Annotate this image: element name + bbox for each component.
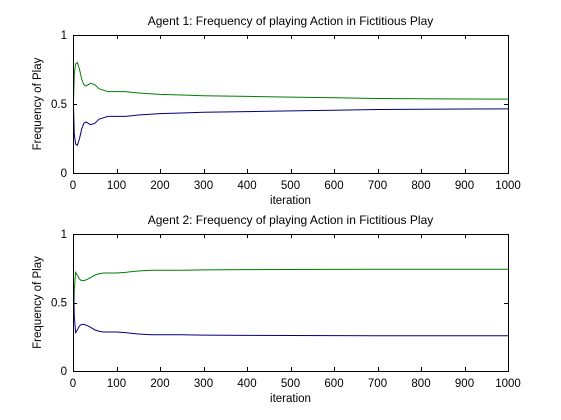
x-tick-label: 700: [368, 378, 387, 390]
x-tick-label: 100: [107, 378, 126, 390]
series-line-2: [72, 103, 509, 147]
x-tick-label: 1000: [495, 180, 521, 192]
plot-area: [73, 35, 508, 173]
x-tick-label: 400: [237, 180, 256, 192]
chart-2: 0 100 200 300 400 500 600 700 800 900 1000 0 0.5 1 Age…: [32, 213, 521, 405]
x-axis-label: iteration: [270, 393, 311, 405]
x-tick-label: 600: [324, 378, 343, 390]
x-tick-label: 300: [194, 378, 213, 390]
x-tick-label: 200: [150, 378, 169, 390]
x-tick-label: 0: [70, 180, 76, 192]
x-tick-label: 200: [150, 180, 169, 192]
plot-area: [73, 234, 508, 371]
x-tick-label: 0: [70, 378, 76, 390]
x-tick-label: 800: [411, 180, 430, 192]
x-tick-label: 600: [324, 180, 343, 192]
series-line-1: [72, 61, 509, 105]
x-tick-label: 800: [411, 378, 430, 390]
chart-title: Agent 2: Frequency of playing Action in …: [148, 213, 434, 227]
x-tick-label: 400: [237, 378, 256, 390]
x-tick-label: 900: [455, 180, 474, 192]
x-tick-label: 900: [455, 378, 474, 390]
y-tick-label: 0: [61, 168, 67, 180]
series-line-1: [72, 268, 508, 324]
y-axis-label: Frequency of Play: [32, 57, 44, 150]
chart-title: Agent 1: Frequency of playing Action in …: [148, 14, 434, 28]
y-tick-label: 1: [61, 229, 67, 241]
x-axis-label: iteration: [270, 195, 311, 207]
x-tick-label: 700: [368, 180, 387, 192]
y-axis-label: Frequency of Play: [32, 256, 44, 349]
series-line-2: [72, 281, 508, 337]
y-tick-label: 0.5: [51, 298, 67, 310]
x-tick-label: 100: [107, 180, 126, 192]
y-tick-label: 1: [61, 30, 67, 42]
x-tick-label: 300: [194, 180, 213, 192]
chart-1: 0 100 200 300 400 500 600 700 800 900 1000 0 0.5 1 Age…: [32, 14, 521, 207]
x-tick-label: 500: [281, 378, 300, 390]
x-tick-label: 500: [281, 180, 300, 192]
y-tick-label: 0: [61, 366, 67, 378]
y-tick-label: 0.5: [51, 99, 67, 111]
x-tick-label: 1000: [495, 378, 521, 390]
